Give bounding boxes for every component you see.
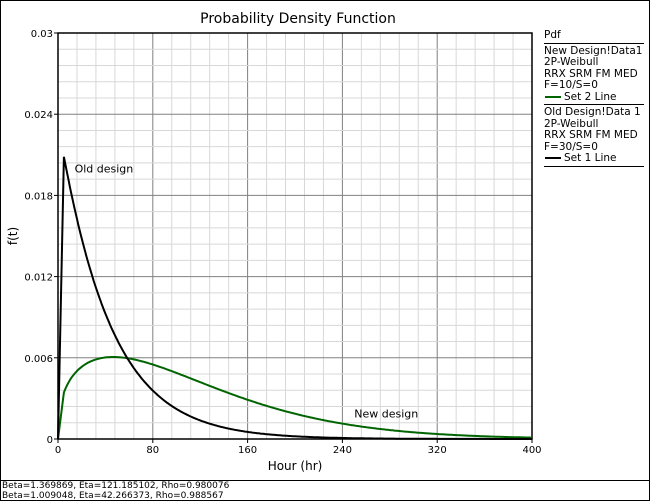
- legend-line-label: Set 2 Line: [564, 90, 617, 103]
- y-tick-label: 0.018: [24, 191, 53, 202]
- legend-text: RRX SRM FM MED: [544, 67, 638, 80]
- legend-entry-new-design: New Design!Data1 2P-Weibull RRX SRM FM M…: [544, 44, 644, 105]
- y-tick-label: 0.012: [24, 273, 53, 284]
- legend-line-label: Set 1 Line: [564, 152, 617, 164]
- legend-text: 2P-Weibull: [544, 56, 599, 68]
- footer-line: Beta=1.369869, Eta=121.185102, Rho=0.980…: [2, 481, 230, 491]
- y-axis-label: f(t): [6, 227, 20, 245]
- series-line-set-1-line: [57, 156, 532, 440]
- parameter-footer: Beta=1.369869, Eta=121.185102, Rho=0.980…: [0, 480, 650, 501]
- legend-header: Pdf: [544, 29, 644, 44]
- legend-swatch-green: [545, 95, 561, 98]
- annotation-label: Old design: [75, 162, 134, 175]
- legend-text: New Design!Data1: [544, 44, 643, 57]
- legend-text: RRX SRM FM MED: [544, 129, 638, 141]
- pdf-chart: Probability Density Function 0 80 160 240 32…: [6, 11, 542, 473]
- legend-text: F=10/S=0: [544, 79, 598, 91]
- legend-text: 2P-Weibull: [544, 117, 599, 130]
- y-tick-label: 0.024: [24, 110, 53, 121]
- chart-title: Probability Density Function: [200, 11, 396, 27]
- legend: Pdf New Design!Data1 2P-Weibull RRX SRM …: [544, 29, 644, 169]
- legend-text: F=30/S=0: [544, 140, 598, 153]
- legend-text: Old Design!Data 1: [544, 106, 641, 118]
- annotation-label: New design: [354, 407, 418, 420]
- x-tick-label: 320: [428, 445, 447, 456]
- legend-swatch-black: [545, 157, 561, 159]
- x-tick-label: 160: [238, 445, 257, 456]
- footer-line: Beta=1.009048, Eta=42.266373, Rho=0.9885…: [2, 491, 224, 501]
- y-tick-label: 0.03: [31, 29, 53, 40]
- x-tick-label: 0: [55, 445, 61, 456]
- x-axis-label: Hour (hr): [268, 459, 323, 473]
- y-tick-label: 0.006: [24, 354, 53, 365]
- legend-entry-old-design: Old Design!Data 1 2P-Weibull RRX SRM FM …: [544, 106, 644, 167]
- x-tick-label: 400: [522, 445, 541, 456]
- plot-area-border: [57, 32, 533, 440]
- x-tick-label: 240: [333, 445, 352, 456]
- x-tick-label: 80: [146, 445, 159, 456]
- y-tick-label: 0: [47, 435, 53, 446]
- series-line-set-2-line: [57, 356, 532, 440]
